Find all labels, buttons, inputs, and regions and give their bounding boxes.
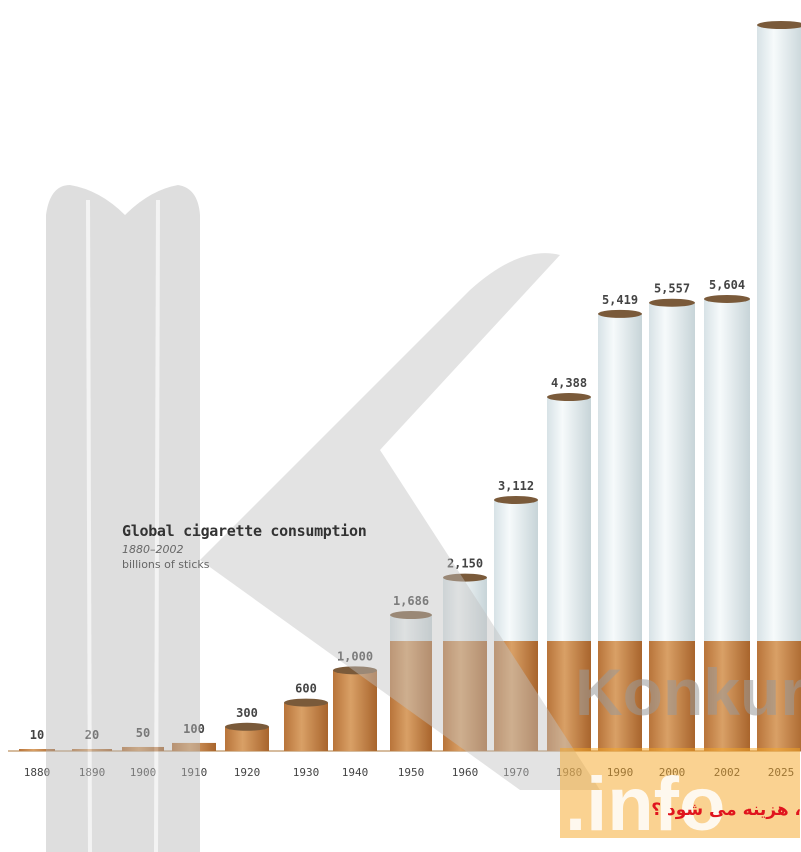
value-label-2002: 5,604	[709, 278, 745, 292]
bar-paper-2000	[649, 302, 695, 641]
bar-filter-1940	[333, 670, 377, 751]
x-tick-1970: 1970	[503, 766, 530, 779]
chart-unit-label: billions of sticks	[122, 558, 210, 571]
value-label-1970: 3,112	[498, 479, 534, 493]
value-label-2000: 5,557	[654, 282, 690, 296]
bar-tip-1940	[333, 666, 377, 675]
x-tick-1930: 1930	[293, 766, 320, 779]
bar-filter-1970	[494, 641, 538, 751]
bar-filter-1890	[72, 749, 112, 751]
bar-filter-1990	[598, 641, 642, 751]
x-tick-2000: 2000	[659, 766, 686, 779]
bar-tip-1990	[598, 309, 642, 318]
x-tick-1880: 1880	[24, 766, 51, 779]
x-tick-1950: 1950	[398, 766, 425, 779]
value-label-1880: 10	[30, 728, 44, 742]
bar-tip-1930	[284, 698, 328, 707]
bar-2025	[757, 21, 801, 751]
x-tick-1920: 1920	[234, 766, 261, 779]
bar-1920	[225, 722, 269, 751]
bar-tip-2025	[757, 21, 801, 29]
bar-tip-2002	[704, 294, 750, 303]
x-tick-2025: 2025	[768, 766, 795, 779]
bar-2000	[649, 298, 695, 751]
bar-filter-1980	[547, 641, 591, 751]
x-tick-1980: 1980	[556, 766, 583, 779]
bar-tip-1950	[390, 610, 432, 619]
bar-tip-1960	[443, 573, 487, 582]
chart-subtitle: 1880–2002	[122, 543, 184, 556]
bar-paper-2002	[704, 298, 750, 641]
bar-filter-1920	[225, 726, 269, 751]
bar-filter-1880	[19, 749, 55, 751]
x-tick-1910: 1910	[181, 766, 208, 779]
bar-1980	[547, 393, 591, 751]
bar-1960	[443, 573, 487, 751]
chart-title: Global cigarette consumption	[122, 522, 367, 540]
bar-1950	[390, 610, 432, 751]
bar-tip-1980	[547, 393, 591, 402]
value-label-1920: 300	[236, 706, 258, 720]
bar-1880	[19, 749, 55, 751]
value-label-1930: 600	[295, 682, 317, 696]
bar-filter-2025	[757, 641, 801, 751]
bar-paper-1990	[598, 313, 642, 641]
x-tick-1960: 1960	[452, 766, 479, 779]
value-label-1890: 20	[85, 728, 99, 742]
x-tick-2002: 2002	[714, 766, 741, 779]
bar-filter-1910	[172, 742, 216, 751]
chart-title-block: Global cigarette consumption 1880–2002 b…	[122, 522, 367, 571]
bar-tip-2000	[649, 298, 695, 307]
x-tick-1890: 1890	[79, 766, 106, 779]
bar-paper-1950	[390, 614, 432, 641]
bar-tip-1970	[494, 495, 538, 504]
value-label-1990: 5,419	[602, 293, 638, 307]
bar-tip-1920	[225, 722, 269, 731]
bar-paper-1960	[443, 577, 487, 641]
bar-filter-1960	[443, 641, 487, 751]
bar-paper-2025	[757, 25, 801, 641]
bar-1940	[333, 666, 377, 751]
x-tick-1940: 1940	[342, 766, 369, 779]
bar-2002	[704, 294, 750, 751]
bar-1910	[172, 742, 216, 751]
value-label-1960: 2,150	[447, 557, 483, 571]
footer-question-text: ، هزینه می شود ؟	[651, 800, 801, 820]
bar-filter-1950	[390, 641, 432, 751]
x-tick-1900: 1900	[130, 766, 157, 779]
bar-1970	[494, 495, 538, 751]
bar-1890	[72, 749, 112, 751]
bar-filter-1930	[284, 702, 328, 751]
bar-1900	[122, 746, 164, 751]
value-label-1940: 1,000	[337, 649, 373, 663]
bar-1930	[284, 698, 328, 751]
bar-filter-2000	[649, 641, 695, 751]
bar-filter-1900	[122, 746, 164, 751]
value-label-1950: 1,686	[393, 594, 429, 608]
bar-paper-1980	[547, 397, 591, 641]
value-label-1910: 100	[183, 722, 205, 736]
value-label-1900: 50	[136, 726, 150, 740]
bar-filter-2002	[704, 641, 750, 751]
value-label-1980: 4,388	[551, 376, 587, 390]
bar-1990	[598, 309, 642, 751]
bar-paper-1970	[494, 499, 538, 641]
x-tick-1990: 1990	[607, 766, 634, 779]
